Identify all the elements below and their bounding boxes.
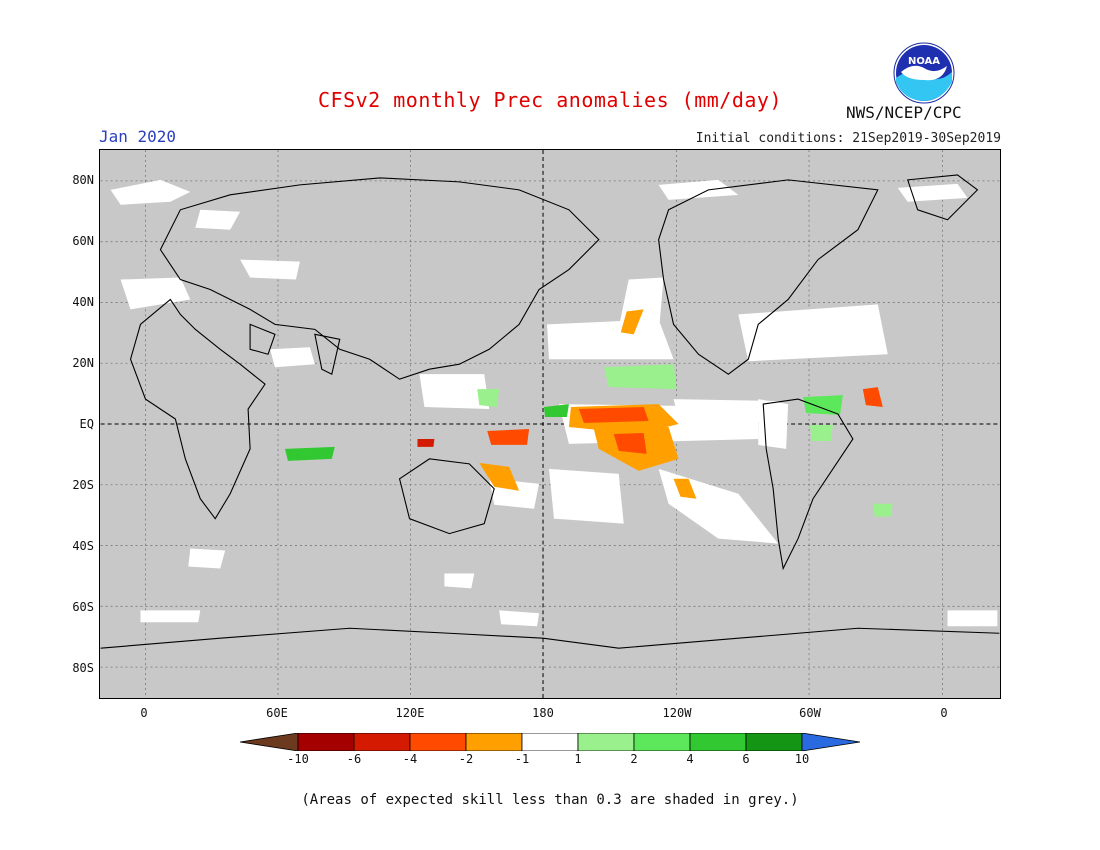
white-anomaly-areas [110,179,998,627]
lat-label: 60S [72,600,94,614]
lat-label: 20S [72,478,94,492]
legend-arrow-low [240,733,299,751]
legend-tick-label: 1 [574,752,582,766]
wet-anomaly-areas [284,364,893,517]
legend-swatch [297,733,355,751]
lon-label: 0 [140,706,148,720]
legend-swatch [521,733,579,751]
lat-label: 40S [72,539,94,553]
legend-swatch [633,733,691,751]
legend-tick-label: -2 [458,752,474,766]
legend-tick-label: -1 [514,752,530,766]
legend-tick-label: -4 [402,752,418,766]
lat-label: 60N [72,234,94,248]
coastlines [100,174,1000,649]
legend-swatch [689,733,747,751]
noaa-logo: NOAA [893,42,955,104]
month-label: Jan 2020 [99,127,177,146]
lon-label: 180 [532,706,554,720]
legend-tick-label: -10 [287,752,309,766]
legend-tick-label: 6 [742,752,750,766]
lat-label: 80N [72,173,94,187]
legend-swatch [745,733,803,751]
legend-arrow-high [801,733,861,751]
legend-swatch [353,733,411,751]
svg-text:NOAA: NOAA [908,56,940,67]
legend-tick-label: -6 [346,752,362,766]
lat-label: 20N [72,356,94,370]
legend-tick-label: 10 [794,752,810,766]
legend-swatch [577,733,635,751]
initial-conditions: Initial conditions: 21Sep2019-30Sep2019 [695,131,1001,146]
lon-label: 60E [266,706,288,720]
legend-tick-label: 4 [686,752,694,766]
lat-label: EQ [79,417,94,431]
lon-label: 120E [395,706,425,720]
dry-anomaly-areas [417,309,883,499]
skill-note: (Areas of expected skill less than 0.3 a… [301,792,799,808]
map-panel [99,149,1001,699]
agency-label: NWS/NCEP/CPC [846,103,962,122]
lon-label: 0 [940,706,948,720]
lat-label: 80S [72,661,94,675]
legend-swatch [409,733,467,751]
legend-tick-label: 2 [630,752,638,766]
chart-title: CFSv2 monthly Prec anomalies (mm/day) [317,88,783,112]
lon-label: 60W [799,706,821,720]
lon-label: 120W [662,706,692,720]
legend-colorbar [240,733,861,751]
lat-label: 40N [72,295,94,309]
legend-swatch [465,733,523,751]
